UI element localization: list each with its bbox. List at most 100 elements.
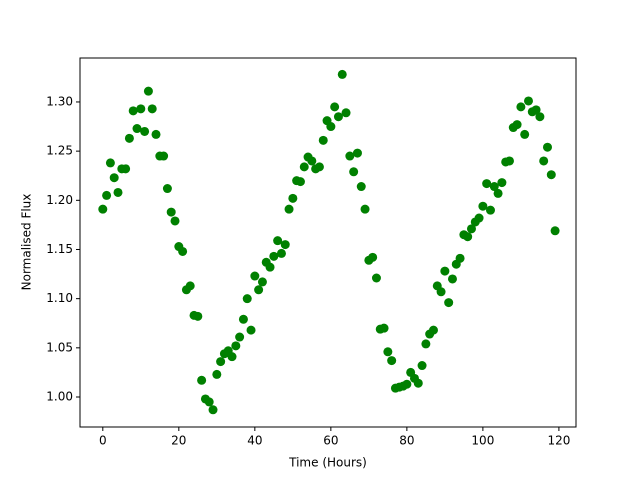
data-point bbox=[542, 142, 552, 152]
data-point bbox=[455, 253, 465, 263]
data-point bbox=[531, 105, 541, 115]
data-point bbox=[447, 274, 457, 284]
data-point bbox=[208, 405, 218, 415]
data-point bbox=[250, 271, 260, 281]
data-point bbox=[280, 240, 290, 250]
y-tick-label: 1.05 bbox=[46, 340, 73, 354]
y-tick-label: 1.00 bbox=[46, 390, 73, 404]
data-point bbox=[478, 201, 488, 211]
data-point bbox=[444, 298, 454, 308]
data-point bbox=[466, 224, 476, 234]
data-point bbox=[489, 182, 499, 192]
data-point bbox=[368, 252, 378, 262]
data-point bbox=[520, 129, 530, 139]
data-point bbox=[474, 213, 484, 223]
x-tick-label: 60 bbox=[323, 434, 338, 448]
x-tick-label: 100 bbox=[471, 434, 494, 448]
data-point bbox=[307, 156, 317, 166]
data-point bbox=[330, 102, 340, 112]
data-point bbox=[235, 332, 245, 342]
data-point bbox=[231, 341, 241, 351]
data-point bbox=[151, 129, 161, 139]
data-point bbox=[333, 112, 343, 122]
y-tick-label: 1.10 bbox=[46, 291, 73, 305]
data-point bbox=[124, 133, 134, 143]
data-point bbox=[371, 273, 381, 283]
data-point bbox=[276, 248, 286, 258]
data-point bbox=[440, 266, 450, 276]
data-point bbox=[216, 357, 226, 367]
data-point bbox=[535, 112, 545, 122]
x-axis-label: Time (Hours) bbox=[288, 456, 367, 470]
data-point bbox=[238, 314, 248, 324]
data-point bbox=[482, 179, 492, 189]
data-point bbox=[143, 86, 153, 96]
data-point bbox=[140, 126, 150, 136]
data-point bbox=[269, 251, 279, 261]
data-point bbox=[356, 182, 366, 192]
x-tick-label: 20 bbox=[171, 434, 186, 448]
data-point bbox=[523, 96, 533, 106]
data-point bbox=[227, 352, 237, 362]
y-tick-label: 1.20 bbox=[46, 193, 73, 207]
data-point bbox=[113, 187, 123, 197]
data-point bbox=[379, 323, 389, 333]
data-point bbox=[246, 325, 256, 335]
y-axis-label: Normalised Flux bbox=[20, 194, 34, 291]
data-point bbox=[254, 285, 264, 295]
data-point bbox=[178, 246, 188, 256]
data-point bbox=[421, 339, 431, 349]
data-point bbox=[136, 104, 146, 114]
data-point bbox=[436, 287, 446, 297]
data-point bbox=[402, 379, 412, 389]
data-point bbox=[132, 124, 142, 134]
data-point bbox=[485, 205, 495, 215]
data-point bbox=[273, 236, 283, 246]
data-point bbox=[128, 106, 138, 116]
data-point bbox=[516, 102, 526, 112]
data-point bbox=[185, 281, 195, 291]
data-point bbox=[345, 151, 355, 161]
data-point bbox=[550, 226, 560, 236]
data-point bbox=[413, 378, 423, 388]
data-point bbox=[326, 122, 336, 132]
data-point bbox=[512, 120, 522, 130]
data-point bbox=[170, 216, 180, 226]
data-point bbox=[257, 277, 267, 287]
data-point bbox=[295, 177, 305, 187]
data-point bbox=[417, 361, 427, 371]
data-point bbox=[504, 156, 514, 166]
y-tick-label: 1.15 bbox=[46, 242, 73, 256]
data-point bbox=[349, 167, 359, 177]
data-point bbox=[109, 173, 119, 183]
x-tick-label: 40 bbox=[247, 434, 262, 448]
data-point bbox=[387, 356, 397, 366]
data-point bbox=[204, 397, 214, 407]
data-point bbox=[212, 369, 222, 379]
x-tick-label: 80 bbox=[399, 434, 414, 448]
data-point bbox=[284, 204, 294, 214]
data-point bbox=[546, 170, 556, 180]
data-point bbox=[162, 184, 172, 194]
data-point bbox=[98, 204, 108, 214]
data-point bbox=[197, 375, 207, 385]
data-point bbox=[383, 347, 393, 357]
data-point bbox=[105, 158, 115, 168]
data-point bbox=[352, 148, 362, 158]
data-point bbox=[497, 178, 507, 188]
data-point bbox=[159, 151, 169, 161]
data-point bbox=[318, 135, 328, 145]
x-tick-label: 0 bbox=[99, 434, 107, 448]
data-point bbox=[265, 262, 275, 272]
data-point bbox=[288, 193, 298, 203]
data-point bbox=[242, 294, 252, 304]
data-point bbox=[463, 232, 473, 242]
data-point bbox=[360, 204, 370, 214]
data-point bbox=[539, 156, 549, 166]
data-point bbox=[341, 108, 351, 118]
data-point bbox=[493, 188, 503, 198]
data-point bbox=[121, 164, 131, 174]
x-tick-label: 120 bbox=[547, 434, 570, 448]
data-point bbox=[102, 190, 112, 200]
